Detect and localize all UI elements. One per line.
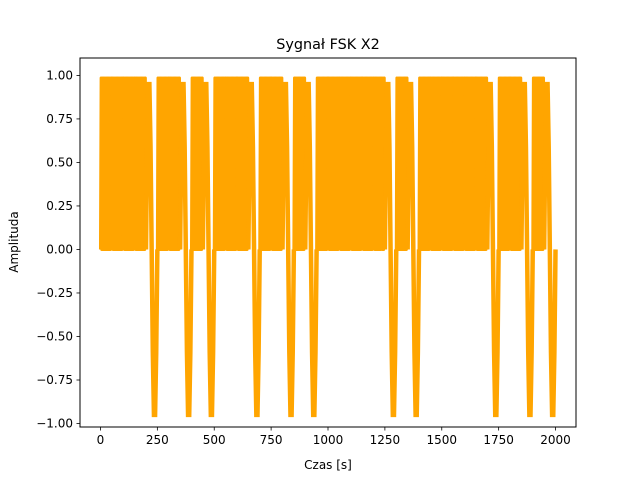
signal-high-frequency-segment bbox=[121, 76, 137, 251]
y-tick-label: 0.50 bbox=[46, 155, 73, 169]
x-tick-label: 1000 bbox=[313, 433, 344, 447]
signal-high-frequency-segment bbox=[98, 76, 114, 251]
x-axis-label: Czas [s] bbox=[304, 458, 352, 472]
signal-high-frequency-segment bbox=[428, 76, 444, 251]
signal-high-frequency-segment bbox=[235, 76, 250, 251]
y-tick-label: 0.25 bbox=[46, 199, 73, 213]
y-tick-label: −0.50 bbox=[36, 329, 73, 343]
signal-low-frequency-segment bbox=[303, 81, 319, 418]
signal-high-frequency-segment bbox=[474, 76, 489, 251]
signal-high-frequency-segment bbox=[360, 76, 375, 251]
signal-high-frequency-segment bbox=[372, 76, 387, 251]
signal-high-frequency-segment bbox=[451, 76, 467, 251]
signal-high-frequency-segment bbox=[224, 76, 239, 251]
signal-low-frequency-segment bbox=[485, 81, 501, 418]
y-axis-ticks: −1.00 −0.75 −0.50 −0.25 0.00 0.25 0.50 0.75 1.00 bbox=[36, 68, 80, 431]
x-tick-label: 1250 bbox=[370, 433, 401, 447]
y-axis-label: Amplituda bbox=[7, 211, 21, 272]
signal-high-frequency-segment bbox=[292, 76, 307, 251]
x-tick-label: 750 bbox=[260, 433, 283, 447]
signal-high-frequency-segment bbox=[497, 76, 512, 251]
signal-high-frequency-segment bbox=[394, 76, 410, 251]
x-tick-label: 1750 bbox=[483, 433, 514, 447]
x-tick-label: 2000 bbox=[540, 433, 571, 447]
signal-high-frequency-segment bbox=[315, 76, 330, 251]
x-tick-label: 1500 bbox=[426, 433, 457, 447]
signal-low-frequency-segment bbox=[246, 81, 262, 418]
signal-high-frequency-segment bbox=[155, 76, 171, 251]
signal-high-frequency-segment bbox=[326, 76, 341, 251]
x-tick-label: 0 bbox=[97, 433, 105, 447]
signal-low-frequency-segment bbox=[177, 81, 194, 418]
y-tick-label: −1.00 bbox=[36, 417, 73, 431]
y-tick-label: −0.75 bbox=[36, 373, 73, 387]
signal-high-frequency-segment bbox=[212, 76, 228, 251]
y-tick-label: 0.75 bbox=[46, 112, 73, 126]
x-tick-label: 250 bbox=[146, 433, 169, 447]
signal-low-frequency-segment bbox=[541, 81, 558, 418]
signal-high-frequency-segment bbox=[189, 76, 205, 251]
y-tick-label: 0.00 bbox=[46, 242, 73, 256]
x-tick-label: 500 bbox=[203, 433, 226, 447]
signal-high-frequency-segment bbox=[269, 76, 284, 251]
signal-high-frequency-segment bbox=[110, 76, 125, 251]
signal-low-frequency-segment bbox=[200, 81, 217, 418]
chart-title: Sygnał FSK X2 bbox=[276, 37, 380, 53]
signal-high-frequency-segment bbox=[133, 76, 148, 251]
signal-high-frequency-segment bbox=[508, 76, 523, 251]
signal-high-frequency-segment bbox=[440, 76, 455, 251]
x-axis-ticks: 0 250 500 750 1000 1250 1500 1750 2000 bbox=[97, 427, 571, 447]
signal-low-frequency-segment bbox=[280, 81, 297, 418]
signal-high-frequency-segment bbox=[531, 76, 546, 251]
signal-low-frequency-segment bbox=[382, 81, 399, 418]
signal-high-frequency-segment bbox=[337, 76, 353, 251]
signal-high-frequency-segment bbox=[417, 76, 432, 251]
signal-low-frequency-segment bbox=[143, 81, 160, 418]
signal-low-frequency-segment bbox=[405, 81, 422, 418]
series-layer bbox=[98, 76, 558, 418]
y-tick-label: 1.00 bbox=[46, 68, 73, 82]
signal-high-frequency-segment bbox=[258, 76, 273, 251]
signal-high-frequency-segment bbox=[463, 76, 478, 251]
signal-low-frequency-segment bbox=[519, 81, 536, 418]
signal-high-frequency-segment bbox=[167, 76, 182, 251]
y-tick-label: −0.25 bbox=[36, 286, 73, 300]
signal-high-frequency-segment bbox=[349, 76, 364, 251]
